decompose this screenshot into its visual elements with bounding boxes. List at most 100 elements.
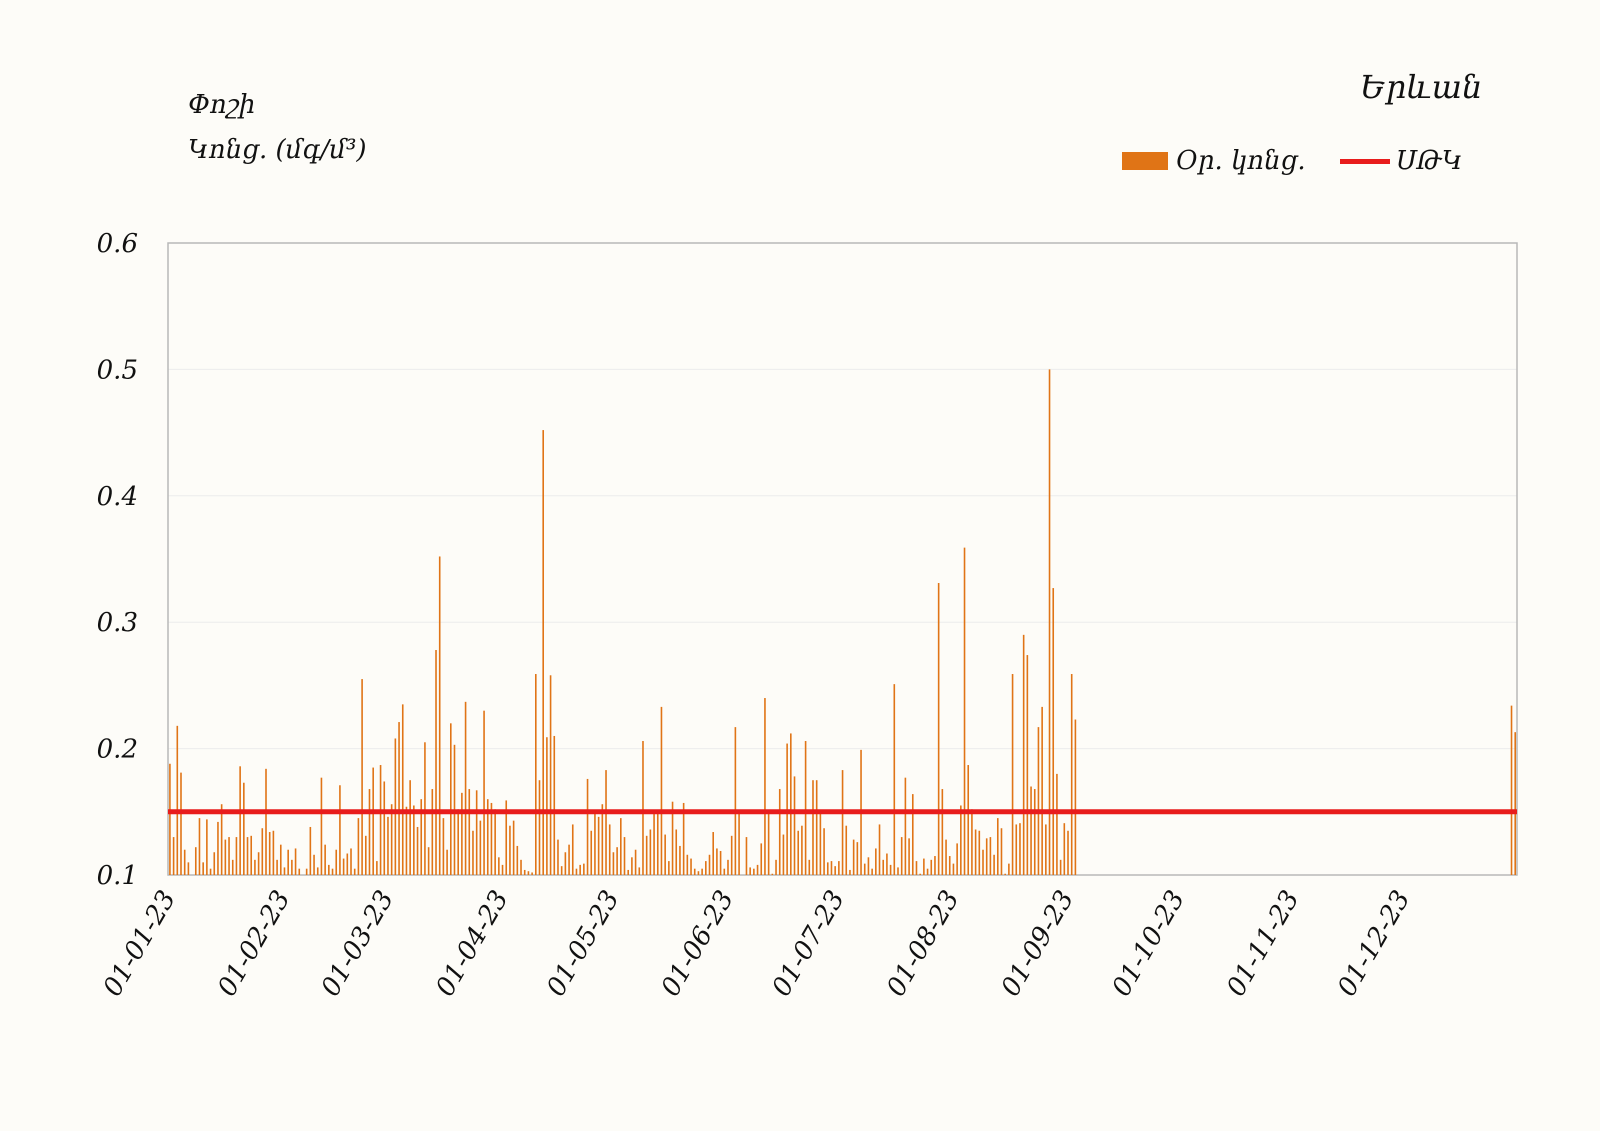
daily-bar [272, 830, 275, 875]
daily-bar [608, 824, 611, 875]
daily-bar [176, 725, 179, 875]
daily-bar [808, 859, 811, 875]
daily-bar [682, 802, 685, 875]
daily-bar [564, 852, 567, 875]
daily-bar [845, 825, 848, 875]
y-axis-title-line2: Կոնց. (մգ/մ³) [188, 135, 367, 165]
daily-bar [897, 867, 899, 875]
daily-bar [878, 824, 881, 875]
daily-bar [324, 844, 326, 875]
daily-bar [823, 828, 825, 875]
daily-bar [815, 780, 818, 875]
daily-bar [767, 811, 770, 875]
daily-bar [1011, 674, 1014, 875]
daily-bar [1048, 369, 1051, 875]
daily-bar [169, 763, 171, 875]
daily-bar [438, 556, 441, 875]
daily-bar [520, 859, 522, 875]
daily-bar [616, 847, 618, 875]
daily-bar [206, 819, 208, 875]
daily-bar [790, 733, 792, 875]
daily-bar [679, 845, 681, 875]
daily-bar [1030, 786, 1032, 875]
daily-bar [996, 818, 999, 875]
legend-line-label: ՍԹԿ [1396, 146, 1463, 176]
daily-bar [579, 864, 581, 875]
daily-bar [712, 832, 715, 875]
daily-bar [427, 847, 430, 875]
daily-bar [908, 838, 910, 875]
daily-bar [804, 741, 807, 875]
daily-bar [231, 859, 234, 875]
daily-bar [527, 871, 530, 875]
daily-bar [1059, 859, 1062, 875]
daily-bar [834, 866, 836, 875]
y-tick-label: 0.2 [97, 735, 138, 765]
daily-bar [509, 825, 511, 875]
daily-bar [830, 861, 833, 875]
daily-bar [627, 869, 629, 875]
daily-bar [649, 829, 652, 875]
daily-bar [1063, 823, 1066, 875]
daily-bar [575, 868, 578, 875]
daily-bar [764, 698, 766, 875]
daily-bar [472, 830, 474, 875]
daily-bar [971, 809, 973, 875]
daily-bar [372, 767, 374, 875]
daily-bar [863, 863, 866, 875]
x-tick-label: 01-06-23 [656, 886, 740, 1002]
daily-bar [1008, 863, 1010, 875]
daily-bar [734, 727, 737, 875]
x-tick-label: 01-08-23 [881, 886, 965, 1002]
daily-bar [812, 780, 814, 875]
daily-bar [546, 737, 548, 875]
daily-bar [250, 835, 253, 875]
daily-bar [919, 873, 921, 875]
legend-bar-label: Օր. կոնց. [1176, 146, 1306, 176]
daily-bar [505, 800, 508, 875]
daily-bar [960, 805, 962, 875]
daily-bar [542, 430, 544, 875]
daily-bar [708, 854, 711, 875]
daily-bar [801, 825, 803, 875]
daily-bar [265, 768, 267, 875]
daily-bar [686, 854, 689, 875]
daily-bar [778, 789, 781, 875]
daily-bar [571, 824, 574, 875]
daily-bar [331, 868, 334, 875]
daily-bar [368, 789, 371, 875]
daily-bar [431, 789, 434, 875]
daily-bar [1052, 588, 1055, 875]
daily-bar [945, 839, 947, 875]
daily-bar [198, 818, 201, 875]
daily-bar [538, 780, 541, 875]
daily-bar [904, 777, 907, 875]
daily-bar [512, 820, 515, 875]
x-tick-label: 01-09-23 [996, 886, 1080, 1002]
daily-bar [413, 805, 415, 875]
daily-bar [228, 837, 230, 875]
daily-bar [875, 848, 877, 875]
daily-bar [328, 864, 330, 875]
daily-bar [819, 813, 822, 875]
daily-bar [401, 704, 404, 875]
x-tick-label: 01-04-23 [430, 886, 514, 1002]
daily-bar [886, 853, 888, 875]
daily-bar [557, 839, 559, 875]
daily-bar [749, 867, 751, 875]
daily-bar [849, 869, 851, 875]
daily-bar [213, 852, 216, 875]
daily-bar [782, 834, 785, 875]
daily-bar [1033, 789, 1036, 875]
legend-item-limit: ՍԹԿ [1340, 146, 1463, 176]
daily-bar [531, 872, 533, 875]
daily-bar [390, 804, 393, 875]
daily-bar [294, 848, 297, 875]
legend-bar-swatch [1122, 152, 1168, 170]
daily-bar [220, 804, 223, 875]
y-axis-title-line1: Փոշի [188, 90, 256, 120]
daily-bar [760, 843, 763, 875]
daily-bar [468, 789, 471, 875]
daily-bar [313, 854, 315, 875]
daily-bar [697, 871, 700, 875]
